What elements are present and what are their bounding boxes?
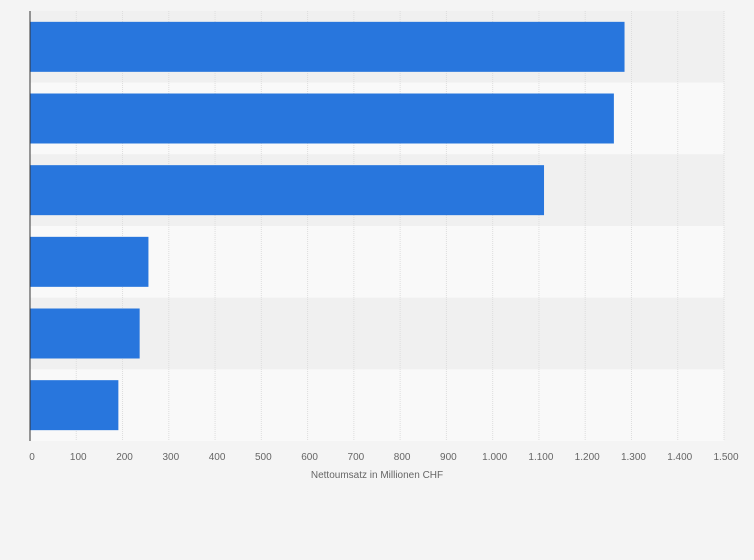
bar	[30, 93, 614, 144]
x-tick-labels: 0 100 200 300 400 500 600 700 800 900 1.000 1.100 1.…	[29, 452, 739, 463]
gridlines	[75, 11, 725, 441]
bars	[30, 21, 625, 431]
bar	[30, 308, 140, 359]
x-tick-label: 1.500	[713, 452, 738, 463]
x-tick-label: 500	[255, 452, 272, 463]
x-tick-label: 1.100	[528, 452, 553, 463]
x-tick-label: 400	[209, 452, 226, 463]
bar	[30, 380, 119, 431]
x-axis-title: Nettoumsatz in Millionen CHF	[311, 470, 443, 481]
x-tick-label: 1.000	[482, 452, 507, 463]
x-tick-label: 600	[301, 452, 318, 463]
bar	[30, 165, 545, 216]
x-tick-label: 1.200	[575, 452, 600, 463]
x-tick-label: 1.400	[667, 452, 692, 463]
x-tick-label: 900	[440, 452, 457, 463]
x-tick-label: 0	[29, 452, 35, 463]
x-tick-label: 700	[348, 452, 365, 463]
bar	[30, 236, 149, 287]
x-tick-label: 1.300	[621, 452, 646, 463]
row-band	[30, 297, 724, 370]
row-band	[30, 369, 724, 441]
row-bands	[30, 11, 724, 441]
x-tick-label: 800	[394, 452, 411, 463]
x-tick-label: 300	[162, 452, 179, 463]
bar	[30, 21, 625, 72]
x-tick-label: 200	[116, 452, 133, 463]
x-tick-label: 100	[70, 452, 87, 463]
